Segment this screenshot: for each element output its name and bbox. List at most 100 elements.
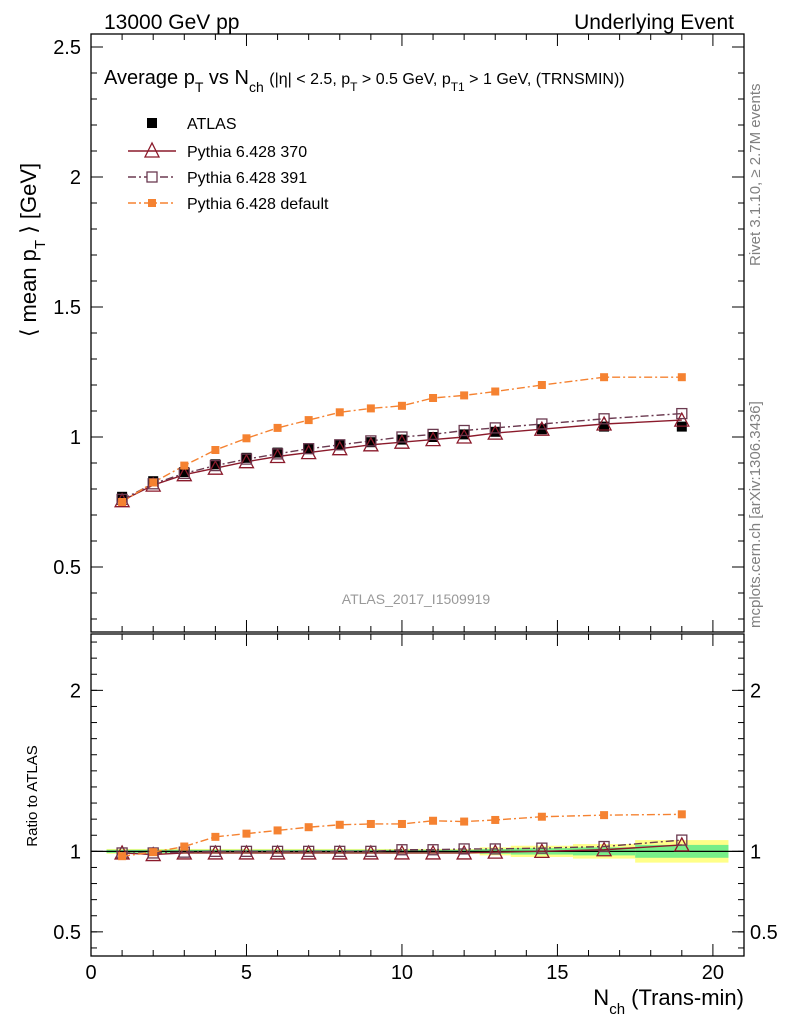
ratio-point-p391 [303,845,315,857]
x-tick-label: 0 [85,962,96,984]
main-point-p391 [676,407,688,420]
main-point-default [397,401,406,410]
ratio-point-p391 [598,840,610,853]
ratio-point-default [304,823,313,832]
energy-label: 13000 GeV pp [104,11,239,34]
main-line-default [121,376,682,503]
main-point-default [304,416,313,425]
main-point-p370 [673,411,690,427]
main-point-default [118,498,127,506]
main-point-default [242,434,251,443]
ratio-point-p370 [487,843,504,859]
main-point-default [491,387,500,396]
main-y-tick-label: 1.5 [53,297,81,319]
main-point-atlas [117,491,128,502]
ratio-point-default [149,848,158,857]
main-point-p391 [396,431,408,443]
main-point-p391 [209,459,222,472]
ratio-point-p370 [424,844,442,860]
ratio-point-p370 [533,842,550,858]
legend-label-default: Pythia 6.428 default [187,196,329,213]
ratio-point-p391 [676,834,688,846]
ratio-point-p370 [456,844,473,860]
ratio-point-p391 [427,844,439,856]
rivet-label: Rivet 3.1.10, ≥ 2.7M events [747,84,764,267]
ratio-frame [90,633,745,957]
x-tick-label: 15 [546,962,568,984]
ratio-point-p391 [209,845,222,857]
ratio-line-p391 [122,839,682,854]
ratio-point-p391 [396,844,408,856]
legend-label-p370: Pythia 6.428 370 [187,144,307,161]
ratio-y-tick-label-right: 1 [750,841,761,863]
ratio-point-p370 [207,844,224,860]
main-point-default [460,391,469,400]
xlabel: Nch (Trans-min) [593,985,744,1018]
main-point-p370 [300,444,317,460]
ratio-point-default [366,819,375,828]
x-tick-label: 10 [391,962,413,984]
main-point-p370 [207,459,224,475]
plot-title: Average pT vs Nch (|η| < 2.5, pT > 0.5 G… [104,67,625,95]
main-point-p391 [240,453,253,465]
ratio-ylabel: Ratio to ATLAS [24,745,41,846]
main-point-default [180,461,189,470]
ratio-point-p391 [147,847,159,859]
main-ylabel: ⟨ mean pT ⟩ [GeV] [16,163,49,337]
ratio-point-p391 [271,845,284,857]
ratio-point-default [273,826,282,835]
main-point-default [273,423,282,432]
ratio-point-default [397,819,406,828]
ratio-point-default [429,816,438,825]
ratio-y-tick-label: 2 [70,680,81,702]
main-point-atlas [210,459,221,470]
main-point-p391 [334,439,346,451]
legend-marker-p370 [143,141,161,158]
main-line-p391 [121,412,682,501]
main-point-p370 [331,440,348,456]
ratio-point-p370 [673,836,690,852]
main-point-default [600,373,609,382]
main-y-tick-label: 0.5 [53,557,81,579]
main-point-atlas [599,421,610,432]
main-panel: 0.5 1 1.5 2 2.5 [53,33,745,633]
ratio-point-p370 [300,844,317,860]
ratio-point-p370 [269,844,286,860]
main-point-default [366,404,375,413]
main-point-default [537,381,546,389]
ratio-point-default [211,832,220,841]
ratio-y-tick-label-right: 2 [750,680,761,702]
mcplots-label: mcplots.cern.ch [arXiv:1306.3436] [747,401,764,628]
main-point-p370 [456,428,473,444]
analysis-id: ATLAS_2017_I1509919 [342,591,491,607]
main-point-p391 [365,435,377,447]
ratio-point-default [180,842,189,851]
ratio-point-p391 [365,845,377,857]
main-point-atlas [272,447,283,458]
main-point-p370 [362,436,379,452]
main-point-p370 [238,453,255,469]
ratio-point-p391 [489,843,501,855]
legend-label-atlas: ATLAS [187,116,237,133]
ratio-point-default [677,810,686,819]
main-point-p391 [458,424,470,437]
x-tick-label: 20 [702,962,724,984]
legend-marker-p391 [146,171,158,183]
main-point-p391 [598,413,610,425]
ratio-line-p370 [122,844,682,856]
main-point-p391 [271,448,284,460]
legend-label-p391: Pythia 6.428 391 [187,170,307,187]
ratio-point-p370 [331,844,348,860]
legend-marker-atlas [147,118,157,128]
main-point-default [335,408,344,417]
ratio-point-p391 [536,842,548,854]
main-point-atlas [365,437,376,448]
ratio-point-p370 [595,841,613,857]
main-point-atlas [334,439,345,450]
ratio-y-tick-label: 1 [70,841,81,863]
main-point-atlas [459,429,470,440]
ratio-y-tick-label-right: 0.5 [750,922,778,944]
main-point-atlas [490,426,501,437]
main-y-tick-label: 2 [70,167,81,189]
